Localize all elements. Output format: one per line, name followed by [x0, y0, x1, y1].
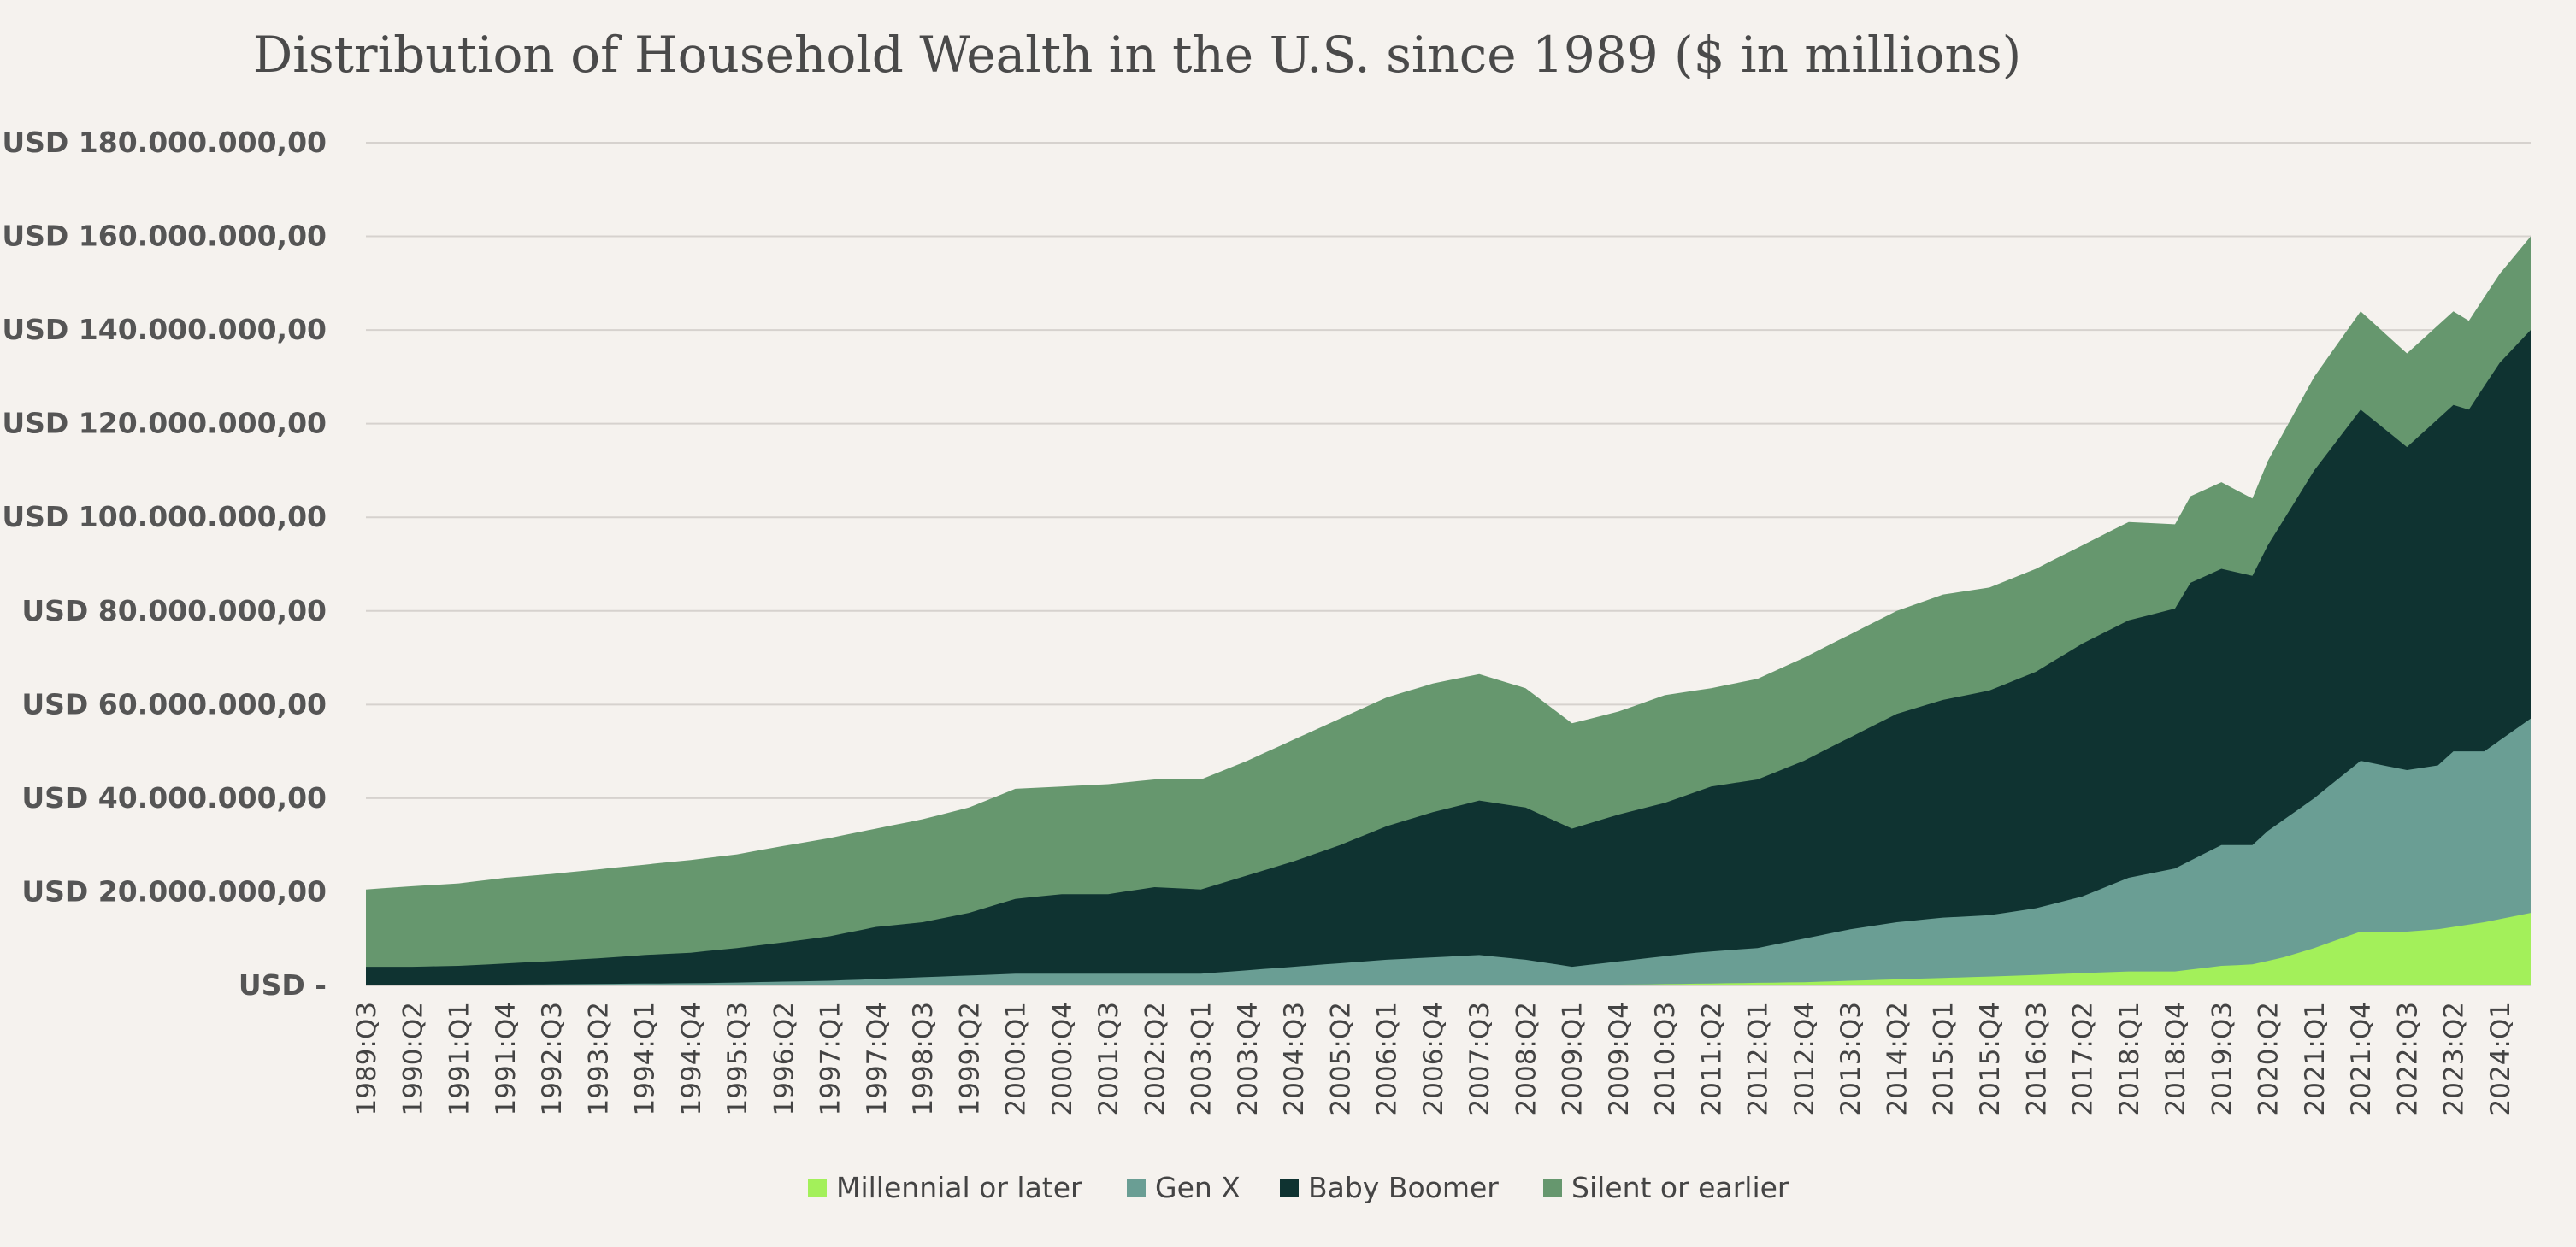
legend-label-gen-x: Gen X	[1155, 1171, 1241, 1204]
x-tick-label-14: 2000:Q1	[1001, 1002, 1032, 1115]
y-tick-label-1: USD 20.000.000,00	[21, 874, 327, 908]
x-tick-label-16: 2001:Q3	[1093, 1002, 1124, 1115]
x-tick-label-12: 1998:Q3	[908, 1002, 939, 1115]
legend-swatch-millennial-or-later	[808, 1179, 827, 1197]
x-tick-label-33: 2014:Q2	[1882, 1002, 1913, 1115]
chart-title: Distribution of Household Wealth in the …	[252, 26, 2022, 84]
series-area-millennial-or-later	[366, 913, 2531, 985]
x-tick-label-30: 2012:Q1	[1743, 1002, 1774, 1115]
y-tick-label-7: USD 140.000.000,00	[2, 313, 327, 346]
x-tick-label-25: 2008:Q2	[1511, 1002, 1541, 1115]
x-tick-label-13: 1999:Q2	[954, 1002, 985, 1115]
x-tick-label-23: 2006:Q4	[1418, 1002, 1449, 1115]
legend-label-baby-boomer: Baby Boomer	[1308, 1171, 1499, 1204]
x-tick-label-11: 1997:Q4	[862, 1002, 893, 1115]
x-tick-label-20: 2004:Q3	[1279, 1002, 1310, 1115]
series-area-baby-boomer	[366, 330, 2531, 986]
x-tick-label-19: 2003:Q4	[1233, 1002, 1264, 1115]
x-tick-label-44: 2022:Q3	[2392, 1002, 2423, 1115]
x-tick-label-39: 2018:Q4	[2160, 1002, 2191, 1115]
x-tick-label-3: 1991:Q4	[491, 1002, 522, 1115]
x-tick-label-37: 2017:Q2	[2068, 1002, 2099, 1115]
y-tick-label-9: USD 180.000.000,00	[2, 126, 327, 159]
y-tick-label-2: USD 40.000.000,00	[21, 781, 327, 815]
x-tick-label-17: 2002:Q2	[1140, 1002, 1170, 1115]
y-tick-label-3: USD 60.000.000,00	[21, 687, 327, 721]
y-tick-label-4: USD 80.000.000,00	[21, 594, 327, 627]
x-tick-label-45: 2023:Q2	[2439, 1002, 2470, 1115]
y-tick-label-5: USD 100.000.000,00	[2, 500, 327, 533]
y-tick-label-8: USD 160.000.000,00	[2, 220, 327, 253]
x-tick-label-1: 1990:Q2	[398, 1002, 428, 1115]
x-tick-label-9: 1996:Q2	[769, 1002, 799, 1115]
legend-label-millennial-or-later: Millennial or later	[836, 1171, 1082, 1204]
legend-swatch-baby-boomer	[1280, 1179, 1299, 1197]
x-tick-label-36: 2016:Q3	[2021, 1002, 2052, 1115]
x-tick-label-18: 2003:Q1	[1187, 1002, 1217, 1115]
x-tick-label-7: 1994:Q4	[676, 1002, 707, 1115]
x-tick-label-32: 2013:Q3	[1836, 1002, 1866, 1115]
x-tick-label-31: 2012:Q4	[1789, 1002, 1820, 1115]
x-tick-label-34: 2015:Q1	[1929, 1002, 1960, 1115]
y-tick-label-6: USD 120.000.000,00	[2, 407, 327, 440]
x-tick-label-22: 2006:Q1	[1372, 1002, 1403, 1115]
x-tick-label-15: 2000:Q4	[1047, 1002, 1078, 1115]
x-tick-label-0: 1989:Q3	[351, 1002, 382, 1115]
x-tick-label-10: 1997:Q1	[816, 1002, 846, 1115]
x-tick-label-38: 2018:Q1	[2114, 1002, 2145, 1115]
legend-swatch-silent-or-earlier	[1543, 1179, 1562, 1197]
legend-label-silent-or-earlier: Silent or earlier	[1571, 1171, 1789, 1204]
x-tick-label-43: 2021:Q4	[2346, 1002, 2377, 1115]
x-tick-label-29: 2011:Q2	[1696, 1002, 1727, 1115]
series-area-gen-x	[366, 718, 2531, 985]
x-tick-label-8: 1995:Q3	[722, 1002, 753, 1115]
x-tick-label-41: 2020:Q2	[2254, 1002, 2284, 1115]
legend-swatch-gen-x	[1127, 1179, 1146, 1197]
x-tick-label-42: 2021:Q1	[2300, 1002, 2331, 1115]
x-tick-label-35: 2015:Q4	[1975, 1002, 2006, 1115]
x-tick-label-28: 2010:Q3	[1650, 1002, 1681, 1115]
x-tick-label-24: 2007:Q3	[1465, 1002, 1495, 1115]
x-tick-label-4: 1992:Q3	[537, 1002, 568, 1115]
x-tick-label-2: 1991:Q1	[445, 1002, 475, 1115]
x-tick-label-46: 2024:Q1	[2485, 1002, 2516, 1115]
x-tick-label-26: 2009:Q1	[1558, 1002, 1589, 1115]
y-tick-label-0: USD -	[239, 968, 327, 1002]
x-tick-label-21: 2005:Q2	[1325, 1002, 1356, 1115]
x-tick-label-27: 2009:Q4	[1604, 1002, 1635, 1115]
x-tick-label-40: 2019:Q3	[2207, 1002, 2237, 1115]
x-tick-label-6: 1994:Q1	[630, 1002, 661, 1115]
x-tick-label-5: 1993:Q2	[583, 1002, 614, 1115]
